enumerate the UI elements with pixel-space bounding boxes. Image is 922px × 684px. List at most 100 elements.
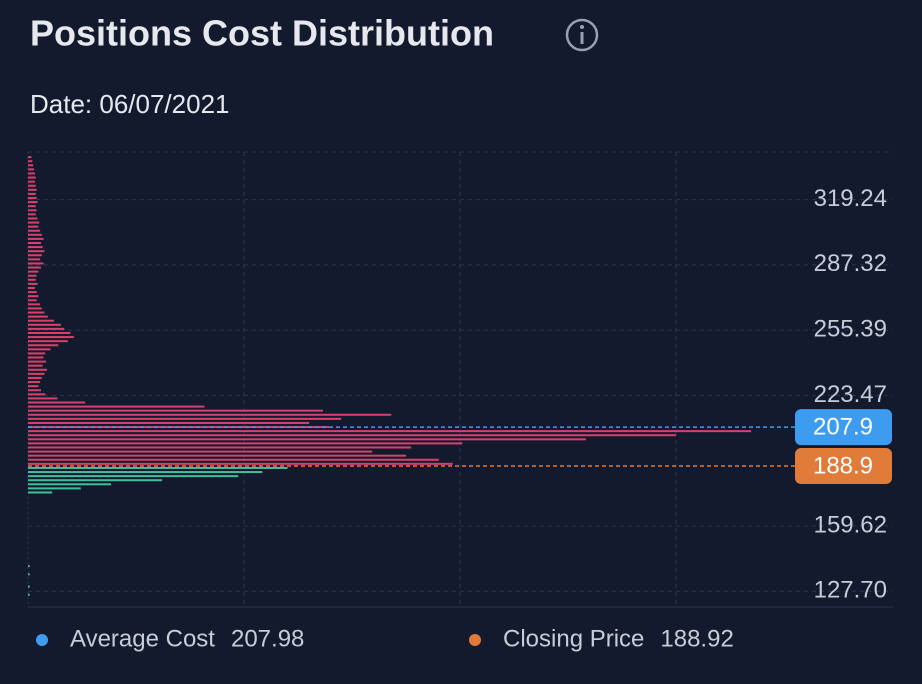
subtitle: Date: 06/07/2021 [30, 89, 230, 119]
cost-bar [28, 299, 37, 302]
cost-bar [28, 475, 239, 478]
cost-bar [28, 278, 36, 281]
y-tick-label: 223.47 [814, 381, 887, 408]
cost-bar [28, 201, 38, 204]
cost-bar [28, 360, 47, 363]
legend-value: 188.92 [660, 625, 733, 652]
cost-bar [28, 246, 43, 249]
cost-bar [28, 258, 41, 261]
cost-bar [28, 348, 51, 351]
cost-bar [28, 172, 35, 175]
cost-bar [28, 188, 37, 191]
cost-bar [28, 381, 41, 384]
cost-bar [28, 491, 53, 494]
legend-name: Closing Price [503, 625, 644, 652]
cost-bar [28, 421, 310, 424]
cost-bar [28, 376, 42, 379]
cost-bar [28, 217, 38, 220]
info-dot[interactable] [580, 25, 584, 29]
cost-bar [28, 229, 41, 232]
cost-bar [28, 471, 263, 474]
cost-bar [28, 319, 54, 322]
cost-bar [28, 438, 586, 441]
cost-bar [28, 237, 44, 240]
cost-bar [28, 221, 40, 224]
y-tick-label: 159.62 [814, 511, 887, 538]
legend-value: 207.98 [231, 625, 304, 652]
cost-bar [28, 585, 30, 588]
legend-name: Average Cost [70, 625, 215, 652]
cost-bar [28, 479, 163, 482]
cost-bar [28, 409, 323, 412]
cost-bar [28, 368, 48, 371]
cost-bar [28, 209, 37, 212]
cost-bar [28, 413, 392, 416]
cost-bar [28, 323, 61, 326]
cost-bar [28, 356, 44, 359]
y-tick-label: 127.70 [814, 577, 887, 604]
cost-bar [28, 430, 752, 433]
cost-bar [28, 286, 35, 289]
cost-bar [28, 213, 36, 216]
cost-bar [28, 233, 42, 236]
y-tick-label: 255.39 [814, 315, 887, 342]
info-icon[interactable] [565, 18, 599, 52]
cost-bar [28, 344, 59, 347]
cost-bar [28, 389, 41, 392]
cost-bar [28, 446, 412, 449]
cost-bar [28, 327, 65, 330]
cost-bar [28, 397, 58, 400]
cost-bar [28, 254, 42, 257]
cost-bar [28, 156, 32, 159]
cost-bar [28, 336, 74, 339]
marker-label-box [795, 448, 892, 485]
cost-bar [28, 573, 30, 576]
cost-bar [28, 242, 41, 244]
legend-dot [469, 634, 481, 646]
cost-bar [28, 434, 676, 437]
cost-bar [28, 192, 36, 195]
cost-bar [28, 405, 205, 408]
cost-bar [28, 197, 37, 200]
legend-dot [36, 634, 48, 646]
cost-bar [28, 454, 407, 457]
cost-bar [28, 466, 288, 469]
marker-label-box [795, 409, 892, 446]
cost-bar [28, 315, 48, 318]
cost-bar [28, 401, 86, 404]
cost-bar [28, 295, 39, 298]
cost-bar [28, 307, 42, 310]
marker-label: 207.9 [813, 413, 873, 440]
y-tick-label: 287.32 [814, 250, 887, 277]
cost-bar [28, 450, 373, 453]
cost-bar [28, 160, 33, 163]
cost-bar [28, 262, 44, 265]
cost-bar [28, 331, 71, 334]
cost-bar [28, 393, 46, 396]
cost-bar [28, 340, 68, 343]
cost-bar [28, 487, 81, 490]
cost-bar [28, 385, 39, 388]
cost-bar [28, 462, 453, 465]
cost-bar [28, 168, 35, 171]
cost-bar [28, 372, 45, 375]
info-circle[interactable] [565, 18, 599, 52]
cost-bar [28, 593, 30, 596]
cost-bar [28, 417, 342, 420]
cost-bar [28, 291, 37, 294]
cost-bar [28, 303, 41, 306]
cost-bar [28, 352, 46, 355]
marker-label: 188.9 [813, 452, 873, 479]
cost-bar [28, 442, 463, 445]
cost-bar [28, 364, 43, 367]
cost-bar [28, 184, 36, 187]
cost-bar [28, 164, 34, 167]
cost-bar [28, 270, 39, 273]
cost-bar [28, 266, 41, 269]
cost-bar [28, 250, 45, 253]
cost-bar [28, 311, 45, 314]
cost-bar [28, 180, 35, 183]
cost-bar [28, 225, 39, 228]
